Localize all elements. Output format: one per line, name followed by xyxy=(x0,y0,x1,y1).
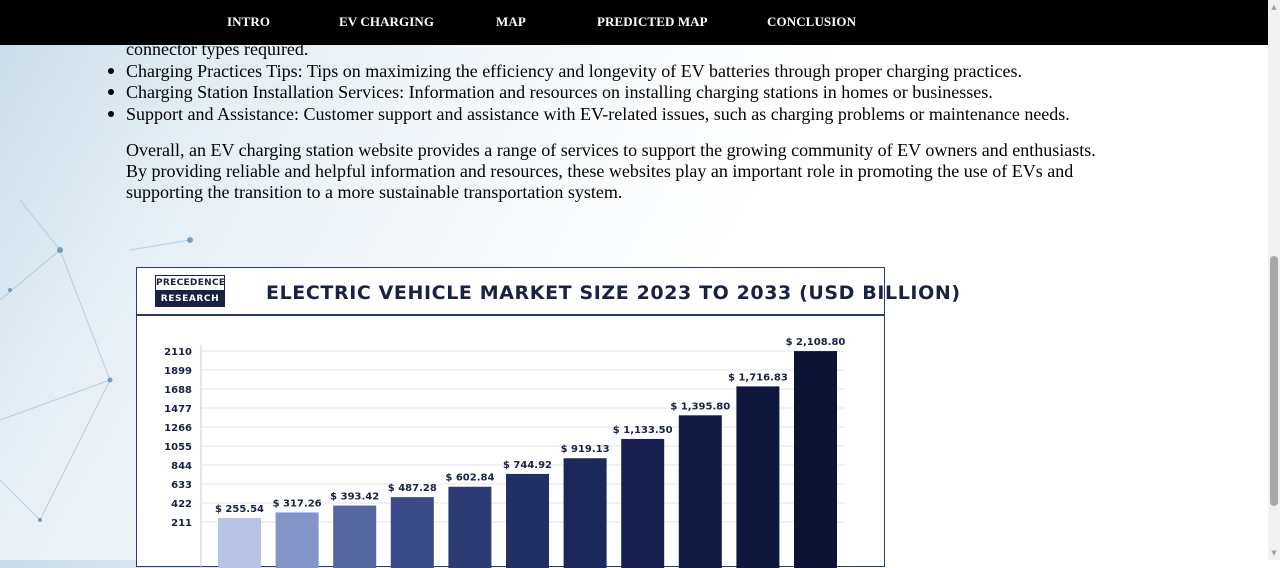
bar-value-label: $ 487.28 xyxy=(388,483,437,494)
bar-value-label: $ 255.54 xyxy=(215,504,264,515)
bullet-marker xyxy=(108,68,114,74)
y-tick-label: 1055 xyxy=(164,442,192,453)
precedence-research-logo: PRECEDENCE RESEARCH xyxy=(155,275,225,307)
bar-value-label: $ 1,395.80 xyxy=(670,401,730,412)
chart-bar xyxy=(333,505,377,568)
list-item: Charging Practices Tips: Tips on maximiz… xyxy=(126,61,1023,81)
paragraph-line: supporting the transition to a more sust… xyxy=(126,182,623,202)
y-tick-label: 633 xyxy=(171,480,192,491)
bar-value-label: $ 317.26 xyxy=(273,498,322,509)
list-item: Charging Station Installation Services: … xyxy=(126,82,993,102)
paragraph-line: Overall, an EV charging station website … xyxy=(126,140,1096,160)
bar-value-label: $ 1,133.50 xyxy=(613,425,673,436)
scrollbar-thumb[interactable] xyxy=(1270,256,1278,506)
top-navbar: INTRO EV CHARGING MAP PREDICTED MAP CONC… xyxy=(0,0,1268,45)
bullet-marker xyxy=(108,111,114,117)
bar-value-label: $ 393.42 xyxy=(330,492,379,503)
market-size-chart-image: PRECEDENCE RESEARCH ELECTRIC VEHICLE MAR… xyxy=(136,267,960,568)
chart-title: ELECTRIC VEHICLE MARKET SIZE 2023 TO 203… xyxy=(266,282,961,304)
bar-value-label: $ 744.92 xyxy=(503,460,552,471)
chart-bar xyxy=(390,497,434,568)
chart-bar xyxy=(736,386,780,568)
nav-map-link[interactable]: MAP xyxy=(496,14,526,29)
nav-ev-charging-link[interactable]: EV CHARGING xyxy=(339,14,435,29)
logo-text-bottom: RESEARCH xyxy=(155,291,225,307)
nav-intro-link[interactable]: INTRO xyxy=(227,14,271,29)
chart-bar xyxy=(506,473,549,568)
bar-chart: 211 422 633 844 1055 1266 1477 1688 1899 2110 $ 25… xyxy=(164,337,846,568)
nav-conclusion-link[interactable]: CONCLUSION xyxy=(767,14,857,29)
bar-value-label: $ 1,716.83 xyxy=(728,372,788,383)
chart-bar xyxy=(275,512,319,568)
chart-bar xyxy=(678,415,722,568)
list-item: Support and Assistance: Customer support… xyxy=(126,104,1070,124)
bar-value-label: $ 602.84 xyxy=(445,473,494,484)
bar-value-label: $ 2,108.80 xyxy=(786,337,846,348)
y-tick-label: 844 xyxy=(171,461,192,472)
y-tick-label: 1477 xyxy=(164,404,192,415)
scroll-up-arrow-icon[interactable]: ▲ xyxy=(1271,3,1277,11)
chart-bar xyxy=(794,351,837,568)
chart-bar xyxy=(448,486,492,568)
logo-text-top: PRECEDENCE xyxy=(155,275,225,291)
y-tick-label: 422 xyxy=(171,499,192,510)
y-tick-label: 2110 xyxy=(164,347,192,358)
bar-value-label: $ 919.13 xyxy=(561,444,610,455)
chart-bar xyxy=(621,438,665,568)
chart-bar xyxy=(218,517,261,568)
y-tick-label: 1688 xyxy=(164,385,192,396)
y-tick-label: 1266 xyxy=(164,423,192,434)
chart-bar xyxy=(563,458,607,568)
title-divider xyxy=(137,314,884,316)
nav-predicted-map-link[interactable]: PREDICTED MAP xyxy=(597,14,708,29)
y-tick-label: 211 xyxy=(171,518,192,529)
y-tick-label: 1899 xyxy=(164,366,192,377)
scroll-down-arrow-icon[interactable]: ▼ xyxy=(1271,549,1277,557)
bullet-marker xyxy=(108,89,114,95)
main-content: connector types required. Charging Pract… xyxy=(108,39,1096,568)
paragraph-line: By providing reliable and helpful inform… xyxy=(126,161,1074,181)
